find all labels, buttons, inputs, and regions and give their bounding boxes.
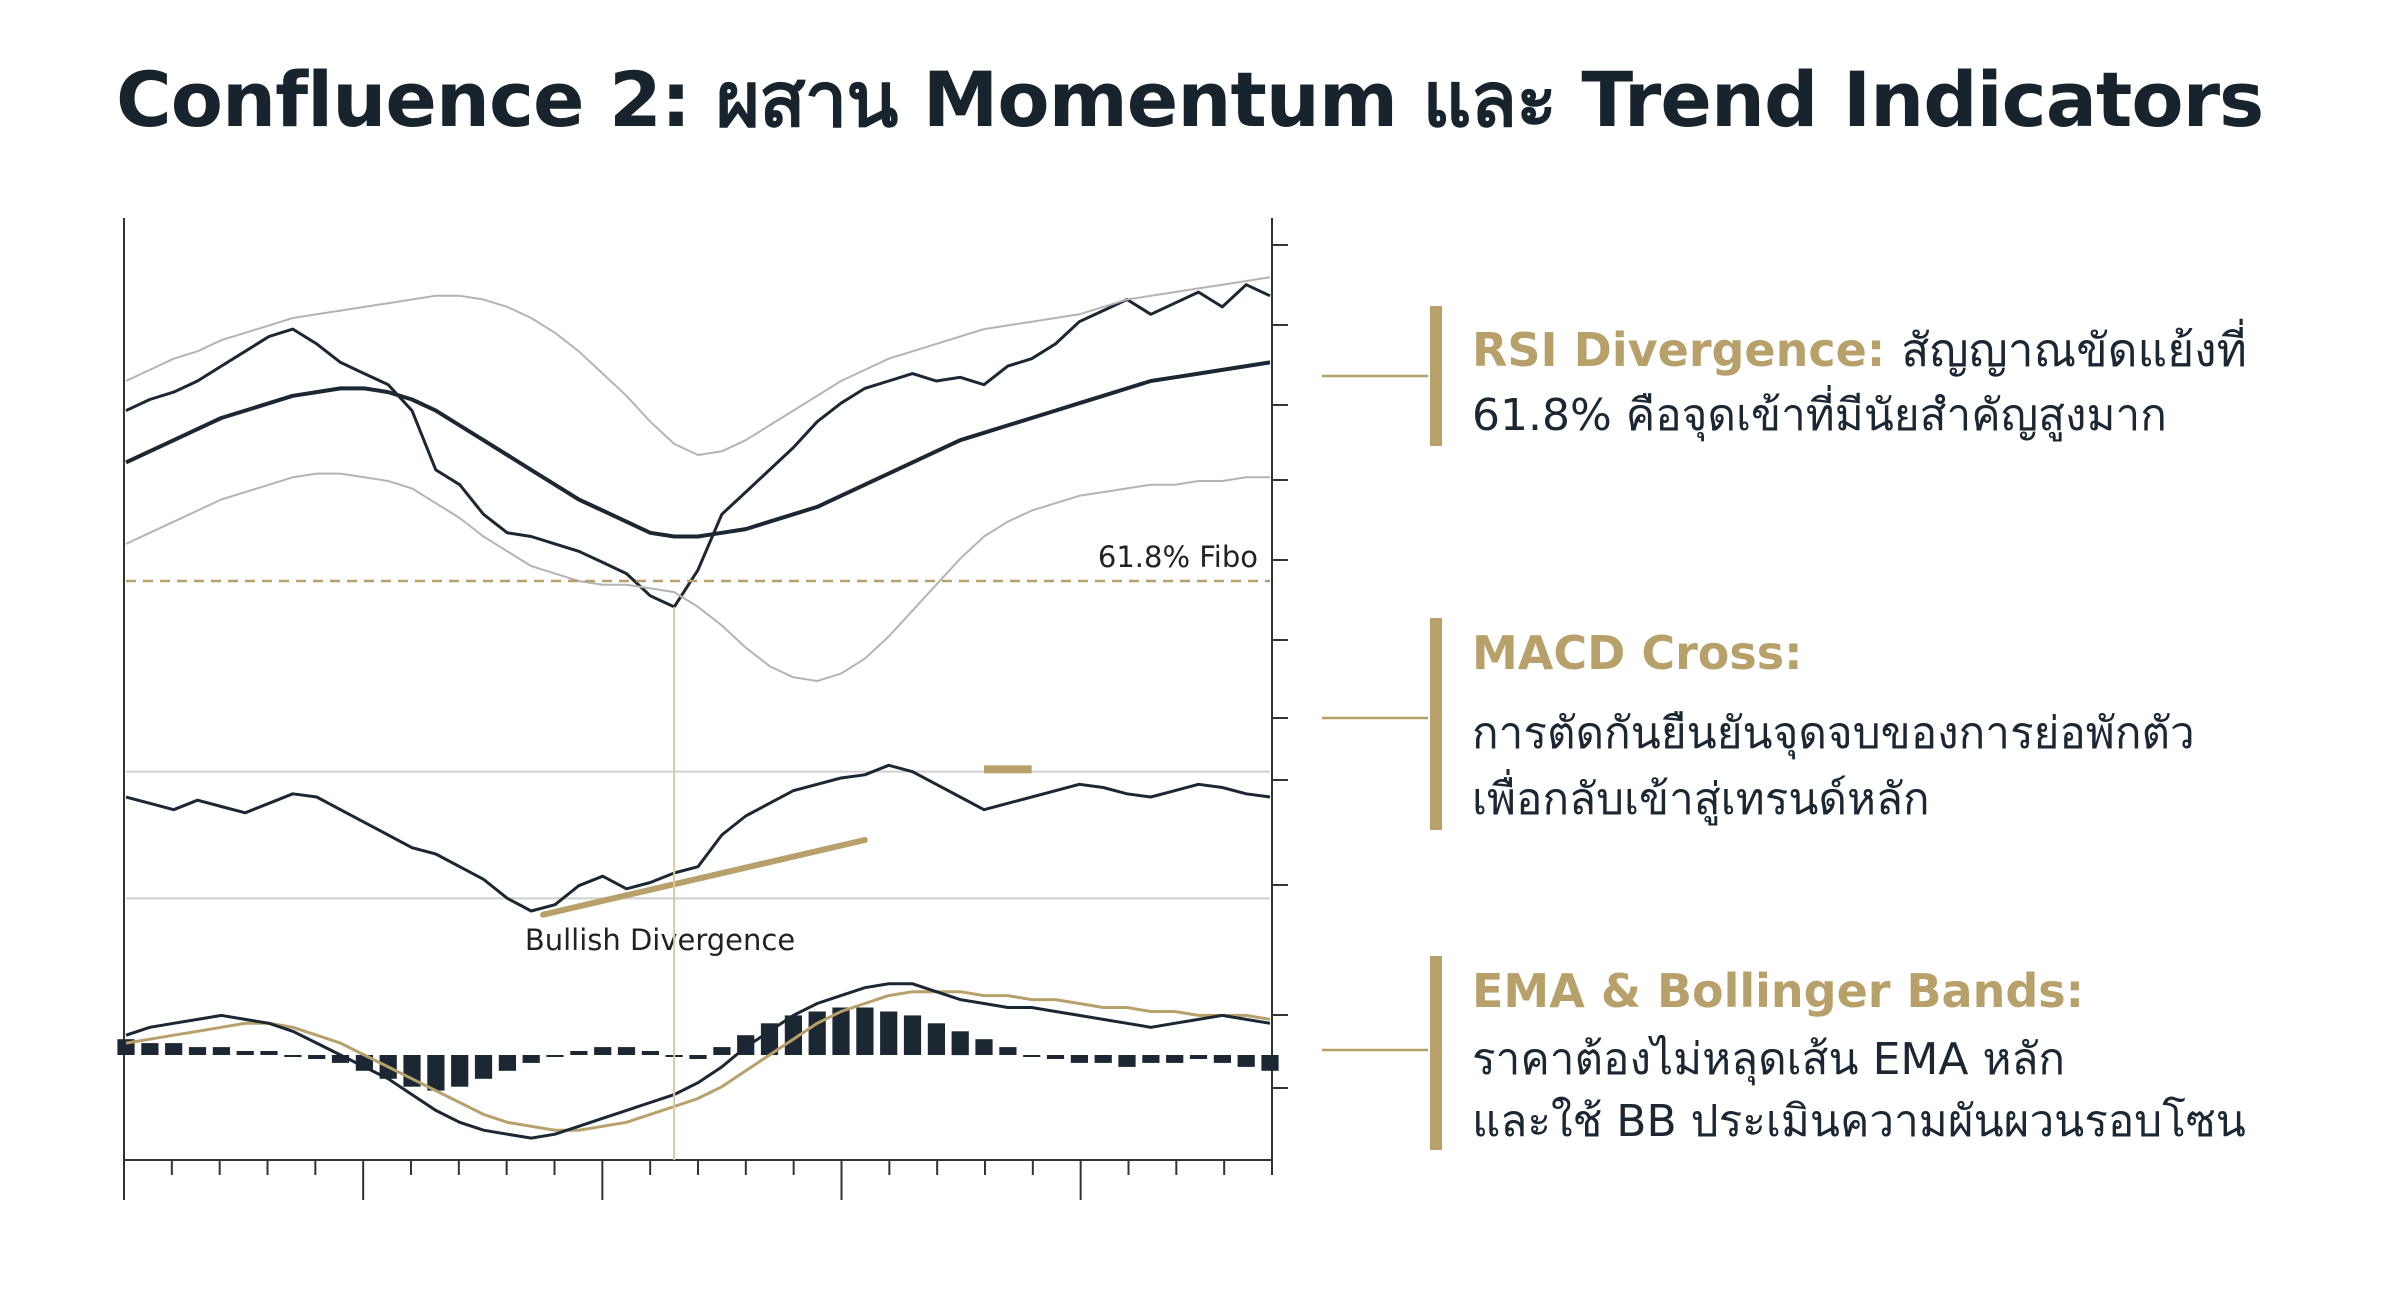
divergence-line: [540, 837, 868, 918]
macd-histogram-bar: [403, 1055, 421, 1087]
macd-histogram-bar: [927, 1023, 945, 1055]
callout-text: การตัดกันยืนยันจุดจบของการย่อพักตัว: [1472, 708, 2195, 759]
ema-line: [125, 360, 1271, 539]
macd-histogram-bar: [498, 1055, 516, 1071]
macd-histogram-bar: [355, 1055, 373, 1071]
macd-histogram-bar: [570, 1051, 588, 1055]
chart-frame: [123, 218, 1288, 1200]
price-line: [125, 283, 1271, 609]
macd-histogram-bar: [1189, 1055, 1208, 1059]
macd-histogram-bar: [212, 1047, 230, 1055]
macd-histogram-bar: [880, 1011, 898, 1055]
callout-text: ราคาต้องไม่หลุดเส้น EMA หลัก: [1472, 1034, 2066, 1085]
callout-heading-label: EMA & Bollinger Bands:: [1472, 964, 2085, 1018]
macd-histogram-bar: [999, 1047, 1017, 1055]
callout-accent-bar: [1430, 306, 1442, 446]
macd-histogram-bar: [760, 1023, 779, 1055]
macd-histogram-bar: [331, 1055, 350, 1063]
callout-accent-bar: [1430, 956, 1442, 1150]
macd-histogram-bar: [451, 1055, 469, 1087]
macd-histogram-bar: [713, 1047, 731, 1055]
macd-histogram-bar: [1213, 1055, 1231, 1063]
callout-text: 61.8% คือจุดเข้าที่มีนัยสำคัญสูงมาก: [1472, 390, 2167, 441]
callout-rsi-divergence: RSI Divergence: สัญญาณขัดแย้งที่ 61.8% ค…: [1430, 306, 2330, 446]
bb_upper-line: [125, 276, 1271, 456]
macd-histogram-bar: [975, 1039, 993, 1055]
macd-histogram-bar: [856, 1007, 874, 1055]
price-panel: 61.8% Fibo: [125, 276, 1271, 682]
bb_lower-line: [125, 472, 1270, 682]
macd-histogram-bar: [903, 1015, 922, 1055]
rsi-overbought-highlight: [984, 765, 1032, 774]
macd-histogram-bar: [832, 1007, 850, 1055]
macd-histogram-bar: [951, 1031, 969, 1056]
callout-heading: RSI Divergence: สัญญาณขัดแย้งที่: [1472, 314, 2247, 387]
divergence-label: Bullish Divergence: [525, 923, 795, 957]
callout-connectors: [673, 374, 1428, 1160]
macd-histogram-bar: [284, 1055, 302, 1057]
macd-histogram-bar: [522, 1055, 540, 1063]
callout-accent-bar: [1430, 618, 1442, 830]
macd-histogram-bar: [1237, 1055, 1255, 1067]
macd-histogram-bar: [427, 1055, 445, 1091]
macd-histogram-bar: [1261, 1055, 1279, 1071]
macd-histogram-bar: [474, 1055, 493, 1079]
macd-histogram-bar: [1070, 1055, 1088, 1063]
macd-histogram-bar: [546, 1055, 564, 1057]
callout-text: และใช้ BB ประเมินความผันผวนรอบโซน: [1472, 1096, 2246, 1147]
callout-heading: EMA & Bollinger Bands:: [1472, 964, 2084, 1018]
macd-histogram-bar: [594, 1047, 612, 1055]
macd-histogram-bar: [641, 1051, 659, 1055]
macd-histogram-bar: [1118, 1055, 1136, 1067]
macd-line: [125, 982, 1271, 1140]
rsi-panel: Bullish Divergence: [125, 763, 1271, 957]
macd-histogram-bar: [188, 1047, 207, 1055]
macd-histogram-bar: [260, 1051, 278, 1055]
macd-histogram-bar: [308, 1055, 326, 1059]
macd-histogram-bar: [165, 1043, 183, 1055]
callout-ema-bollinger: EMA & Bollinger Bands: ราคาต้องไม่หลุดเส…: [1430, 956, 2330, 1150]
callout-heading-label: RSI Divergence:: [1472, 323, 1886, 377]
macd-histogram-bar: [1046, 1055, 1065, 1059]
macd-histogram-bar: [808, 1011, 826, 1055]
callout-heading-label: MACD Cross:: [1472, 626, 1803, 680]
callout-heading: MACD Cross:: [1472, 626, 1803, 680]
macd-histogram-bar: [1023, 1055, 1041, 1057]
rsi-line: [125, 763, 1271, 913]
macd-histogram-bar: [617, 1047, 636, 1055]
callout-text: เพื่อกลับเข้าสู่เทรนด์หลัก: [1472, 774, 1930, 825]
macd-panel: [117, 982, 1279, 1140]
macd-histogram-bar: [1094, 1055, 1112, 1063]
macd-histogram-bar: [141, 1043, 159, 1055]
fibo-label: 61.8% Fibo: [1098, 540, 1258, 574]
signal-line: [125, 990, 1271, 1132]
callout-macd-cross: MACD Cross: การตัดกันยืนยันจุดจบของการย่…: [1430, 618, 2330, 830]
page-title: Confluence 2: ผสาน Momentum และ Trend In…: [116, 55, 2264, 144]
macd-histogram-bar: [784, 1015, 802, 1055]
macd-histogram-bar: [1166, 1055, 1184, 1063]
macd-histogram-bar: [236, 1051, 254, 1055]
callout-heading-tail: สัญญาณขัดแย้งที่: [1901, 323, 2247, 377]
macd-histogram-bar: [1142, 1055, 1160, 1063]
macd-histogram-bar: [689, 1055, 707, 1059]
